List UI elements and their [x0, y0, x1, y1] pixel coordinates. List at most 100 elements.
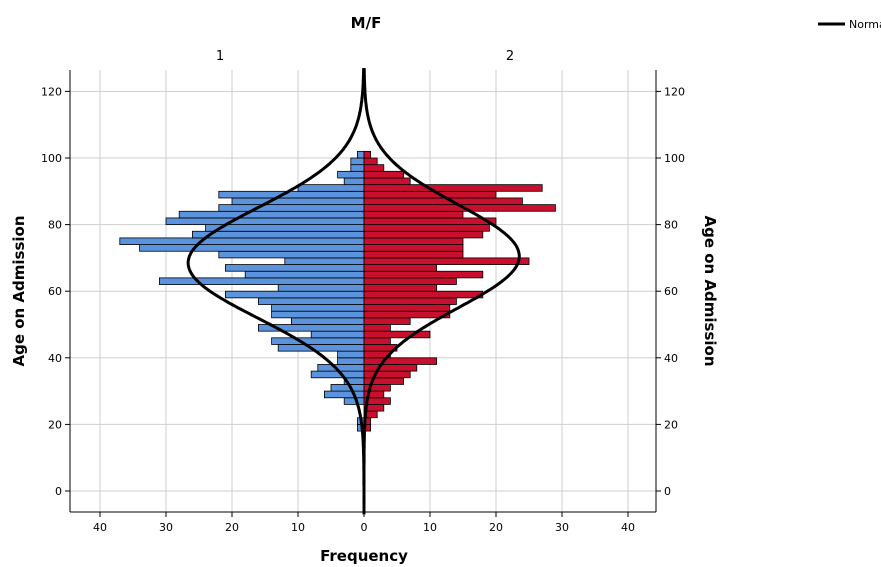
bar-male: [343, 177, 365, 186]
y-tick-label-right: 120: [664, 85, 685, 98]
plot-frame: [65, 70, 661, 517]
bar-male: [277, 284, 365, 292]
bar-female: [363, 224, 490, 232]
bar-female: [363, 170, 404, 179]
bar-male: [323, 390, 365, 399]
x-tick-label: 0: [361, 521, 368, 534]
y-tick-label-right: 60: [664, 285, 678, 298]
bar-male: [119, 237, 365, 245]
bar-male: [271, 337, 365, 345]
legend-label: Normal: [849, 18, 881, 31]
bar-female: [363, 184, 543, 192]
y-tick-label-left: 100: [41, 152, 62, 165]
bar-male: [244, 270, 365, 279]
y-tick-label-right: 20: [664, 418, 678, 431]
bar-female: [363, 230, 484, 239]
y-tick-label-left: 20: [48, 418, 62, 431]
x-tick-label: 10: [291, 521, 305, 534]
normal-curve-female: [362, 68, 521, 515]
bar-male: [218, 190, 365, 199]
bar-female: [363, 217, 497, 226]
bar-male: [317, 364, 365, 372]
bar-female: [363, 277, 457, 285]
y-tick-label-left: 40: [48, 352, 62, 365]
bar-male: [330, 384, 365, 392]
bar-female: [363, 150, 371, 159]
bar-female: [363, 270, 484, 279]
x-tick-label: 30: [555, 521, 569, 534]
bar-female: [363, 290, 484, 299]
bar-male: [290, 317, 365, 325]
bar-male: [191, 230, 365, 239]
bar-male: [277, 344, 365, 352]
bar-female: [363, 304, 451, 312]
bar-male: [271, 304, 365, 312]
bar-male: [337, 357, 365, 365]
y-tick-label-left: 0: [55, 485, 62, 498]
x-tick-label: 30: [159, 521, 173, 534]
legend: Normal: [818, 18, 881, 31]
y-tick-label-left: 80: [48, 219, 62, 232]
bar-female: [363, 197, 523, 206]
x-tick-label: 10: [423, 521, 437, 534]
bar-male: [350, 164, 365, 172]
y-tick-label-right: 0: [664, 485, 671, 498]
chart-title: M/F: [351, 14, 382, 32]
bar-male: [224, 264, 365, 272]
bar-female: [363, 317, 411, 325]
bar-female: [363, 264, 437, 272]
bar-female: [363, 324, 391, 332]
bar-male: [356, 150, 365, 159]
bar-male: [297, 184, 365, 192]
bar-female: [363, 210, 464, 219]
bar-male: [337, 350, 365, 359]
bar-male: [158, 277, 365, 285]
bar-female: [363, 257, 530, 265]
bar-female: [363, 337, 391, 345]
y-tick-label-right: 40: [664, 352, 678, 365]
y-axis-label-right: Age on Admission: [701, 215, 719, 366]
bar-female: [363, 330, 431, 339]
bar-male: [343, 397, 365, 405]
bar-male: [271, 310, 365, 319]
bar-male: [284, 257, 365, 265]
y-axis-label-left: Age on Admission: [10, 215, 28, 366]
bar-male: [337, 170, 365, 179]
bar-male: [257, 297, 365, 305]
bar-female: [363, 164, 385, 172]
x-tick-label: 40: [93, 521, 107, 534]
bar-male: [310, 330, 365, 339]
normal-curves: [186, 68, 521, 515]
bar-female: [363, 250, 464, 259]
bar-male: [205, 224, 365, 232]
bar-female: [363, 190, 497, 199]
bar-female: [363, 237, 464, 245]
bar-male: [218, 250, 365, 259]
panel-label-right: 2: [506, 49, 514, 64]
bar-female: [363, 357, 437, 365]
bar-male: [218, 204, 365, 212]
y-tick-label-right: 100: [664, 152, 685, 165]
bar-male: [231, 197, 365, 206]
bar-female: [363, 310, 451, 319]
bar-male: [224, 290, 365, 299]
y-tick-label-left: 120: [41, 85, 62, 98]
bar-male: [350, 157, 365, 166]
y-tick-label-right: 80: [664, 219, 678, 232]
bar-female: [363, 297, 457, 305]
bar-female: [363, 284, 437, 292]
bar-female: [363, 244, 464, 252]
x-tick-label: 40: [621, 521, 635, 534]
bar-female: [363, 364, 418, 372]
y-tick-label-left: 60: [48, 285, 62, 298]
x-tick-label: 20: [489, 521, 503, 534]
bar-female: [363, 177, 411, 186]
bar-male: [165, 217, 365, 226]
x-axis-label: Frequency: [320, 547, 408, 565]
bar-female: [363, 157, 378, 166]
bar-male: [139, 244, 365, 252]
bar-male: [178, 210, 365, 219]
x-tick-label: 20: [225, 521, 239, 534]
